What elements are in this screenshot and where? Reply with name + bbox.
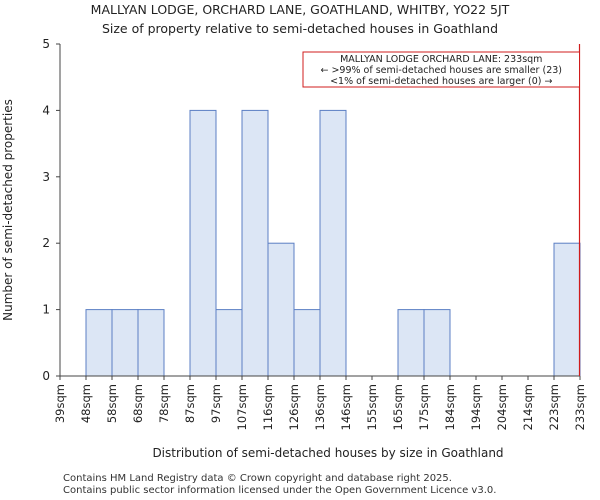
footer-licence: Contains public sector information licen…: [63, 485, 497, 496]
footer-copyright: Contains HM Land Registry data © Crown c…: [63, 473, 452, 484]
annotation-line-1: MALLYAN LODGE ORCHARD LANE: 233sqm: [340, 54, 542, 65]
x-tick-label: 78sqm: [157, 384, 171, 423]
bars-group: [85, 109, 581, 377]
x-tick-label: 126sqm: [287, 384, 301, 430]
bar-87sqm: [189, 109, 217, 377]
bar-223sqm: [553, 242, 581, 377]
x-tick-label: 87sqm: [183, 384, 197, 423]
y-axis-label: Number of semi-detached properties: [1, 99, 15, 321]
bar-175sqm: [423, 309, 451, 377]
y-tick-label: 0: [42, 369, 50, 383]
chart-subtitle: Size of property relative to semi-detach…: [102, 21, 498, 36]
bar-136sqm: [319, 109, 347, 377]
x-tick-label: 165sqm: [391, 384, 405, 430]
y-tick-label: 3: [42, 170, 50, 184]
y-tick-label: 1: [42, 303, 50, 317]
y-tick-label: 5: [42, 37, 50, 51]
x-tick-label: 39sqm: [53, 384, 67, 423]
annotation-line-3: <1% of semi-detached houses are larger (…: [330, 76, 552, 87]
x-tick-label: 68sqm: [131, 384, 145, 423]
y-tick-label: 2: [42, 236, 50, 250]
bar-116sqm: [267, 242, 295, 377]
x-tick-label: 175sqm: [417, 384, 431, 430]
x-tick-label: 97sqm: [209, 384, 223, 423]
y-tick-label: 4: [42, 103, 50, 117]
x-tick-label: 204sqm: [495, 384, 509, 430]
x-tick-label: 58sqm: [105, 384, 119, 423]
bar-58sqm: [111, 309, 139, 377]
annotation-frame: [302, 51, 580, 88]
x-tick-label: 107sqm: [235, 384, 249, 430]
bar-68sqm: [137, 309, 165, 377]
bar-48sqm: [85, 309, 113, 377]
bar-97sqm: [215, 309, 243, 377]
bar-165sqm: [397, 309, 425, 377]
x-tick-label: 223sqm: [547, 384, 561, 430]
chart-title: MALLYAN LODGE, ORCHARD LANE, GOATHLAND, …: [91, 2, 510, 17]
x-tick-label: 233sqm: [573, 384, 587, 430]
x-axis-label: Distribution of semi-detached houses by …: [152, 446, 503, 460]
annotation-box: MALLYAN LODGE ORCHARD LANE: 233sqm ← >99…: [302, 51, 580, 88]
x-ticks-group: 39sqm 48sqm 58sqm 68sqm 78sqm 87sqm 97sqm 107sq…: [53, 376, 587, 430]
y-ticks-group: 0 1 2 3 4 5: [42, 37, 60, 383]
bar-126sqm: [293, 309, 321, 377]
bar-107sqm: [241, 109, 269, 377]
x-tick-label: 146sqm: [339, 384, 353, 430]
annotation-line-2: ← >99% of semi-detached houses are small…: [320, 65, 562, 76]
x-tick-label: 155sqm: [365, 384, 379, 430]
x-tick-label: 136sqm: [313, 384, 327, 430]
x-tick-label: 184sqm: [443, 384, 457, 430]
x-tick-label: 116sqm: [261, 384, 275, 430]
x-tick-label: 214sqm: [521, 384, 535, 430]
x-tick-label: 48sqm: [79, 384, 93, 423]
x-tick-label: 194sqm: [469, 384, 483, 430]
